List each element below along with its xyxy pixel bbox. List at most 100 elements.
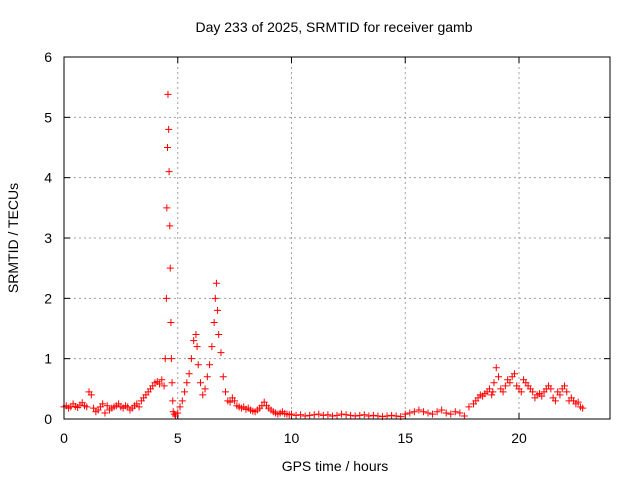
- y-tick-label: 6: [44, 49, 52, 65]
- data-point: [165, 168, 173, 176]
- data-point: [260, 398, 268, 406]
- data-point: [506, 379, 514, 387]
- data-point: [167, 355, 175, 363]
- x-tick-label: 20: [511, 430, 527, 446]
- data-point: [419, 408, 427, 416]
- data-point: [495, 373, 503, 381]
- data-point: [162, 294, 170, 302]
- data-point: [492, 364, 500, 372]
- data-point: [315, 410, 323, 418]
- data-point: [447, 410, 455, 418]
- data-point: [178, 397, 186, 405]
- data-point: [551, 397, 559, 405]
- data-point: [90, 404, 98, 412]
- data-point: [167, 318, 175, 326]
- y-tick-label: 4: [44, 170, 52, 186]
- data-point: [485, 385, 493, 393]
- data-point: [176, 403, 184, 411]
- data-point: [215, 331, 223, 339]
- data-point: [556, 391, 564, 399]
- data-point: [561, 382, 568, 390]
- data-point: [231, 397, 239, 405]
- data-point: [206, 361, 214, 369]
- x-tick-label: 15: [397, 430, 413, 446]
- data-point: [164, 90, 172, 98]
- data-point: [208, 343, 216, 351]
- data-point: [185, 370, 193, 378]
- data-point: [203, 373, 211, 381]
- data-point: [579, 404, 587, 412]
- data-point: [356, 411, 364, 419]
- data-point: [501, 382, 509, 390]
- data-point: [288, 410, 295, 418]
- y-tick-label: 5: [44, 109, 52, 125]
- data-point: [529, 388, 537, 396]
- data-point: [183, 379, 191, 387]
- y-tick-label: 3: [44, 230, 52, 246]
- data-point: [401, 410, 409, 418]
- data-point: [510, 370, 518, 378]
- data-point: [360, 411, 368, 419]
- data-point: [174, 409, 182, 417]
- data-point: [333, 411, 341, 419]
- data-point: [547, 385, 555, 393]
- data-point: [193, 343, 201, 351]
- data-point: [187, 355, 195, 363]
- data-point: [210, 318, 218, 326]
- data-point: [342, 411, 350, 419]
- data-point: [338, 410, 346, 418]
- data-point: [429, 410, 437, 418]
- data-point: [383, 412, 391, 420]
- grid-lines: [64, 57, 610, 419]
- data-point: [410, 408, 418, 416]
- data-point: [168, 379, 176, 387]
- data-point: [103, 402, 111, 410]
- data-point: [135, 403, 143, 411]
- data-point: [197, 379, 204, 387]
- data-point: [433, 408, 441, 416]
- data-point: [489, 388, 497, 396]
- data-point: [451, 408, 459, 416]
- data-point: [211, 294, 219, 302]
- data-point: [563, 388, 571, 396]
- data-point: [324, 411, 332, 419]
- data-point: [158, 376, 166, 384]
- data-point: [292, 411, 300, 419]
- data-point: [365, 412, 373, 420]
- y-tick-label: 1: [44, 351, 52, 367]
- data-point: [369, 411, 377, 419]
- x-axis-ticks: 0 5 10 15 20: [60, 57, 527, 446]
- data-point: [170, 410, 178, 418]
- data-point: [212, 279, 220, 287]
- data-point: [166, 222, 174, 230]
- data-point: [165, 125, 173, 133]
- y-tick-label: 2: [44, 290, 52, 306]
- x-tick-label: 5: [174, 430, 182, 446]
- data-point: [456, 409, 464, 417]
- data-point: [488, 391, 496, 399]
- data-point: [163, 204, 171, 212]
- data-point: [465, 403, 473, 411]
- data-point: [156, 380, 164, 388]
- data-point: [160, 382, 168, 390]
- data-point: [388, 411, 396, 419]
- x-tick-label: 10: [284, 430, 300, 446]
- data-point: [438, 406, 446, 414]
- plot-frame: [63, 56, 611, 420]
- data-point: [83, 403, 91, 411]
- data-point: [374, 412, 382, 420]
- data-point: [194, 361, 202, 369]
- data-point: [181, 388, 189, 396]
- data-point: [226, 398, 234, 406]
- data-point: [99, 400, 107, 408]
- data-point: [164, 144, 172, 151]
- y-tick-label: 0: [44, 411, 52, 427]
- data-point: [415, 406, 423, 414]
- data-point: [161, 355, 169, 363]
- data-point: [87, 391, 95, 399]
- x-axis-label: GPS time / hours: [282, 458, 389, 474]
- data-point: [190, 337, 198, 345]
- data-point: [538, 392, 546, 400]
- data-point: [460, 412, 468, 420]
